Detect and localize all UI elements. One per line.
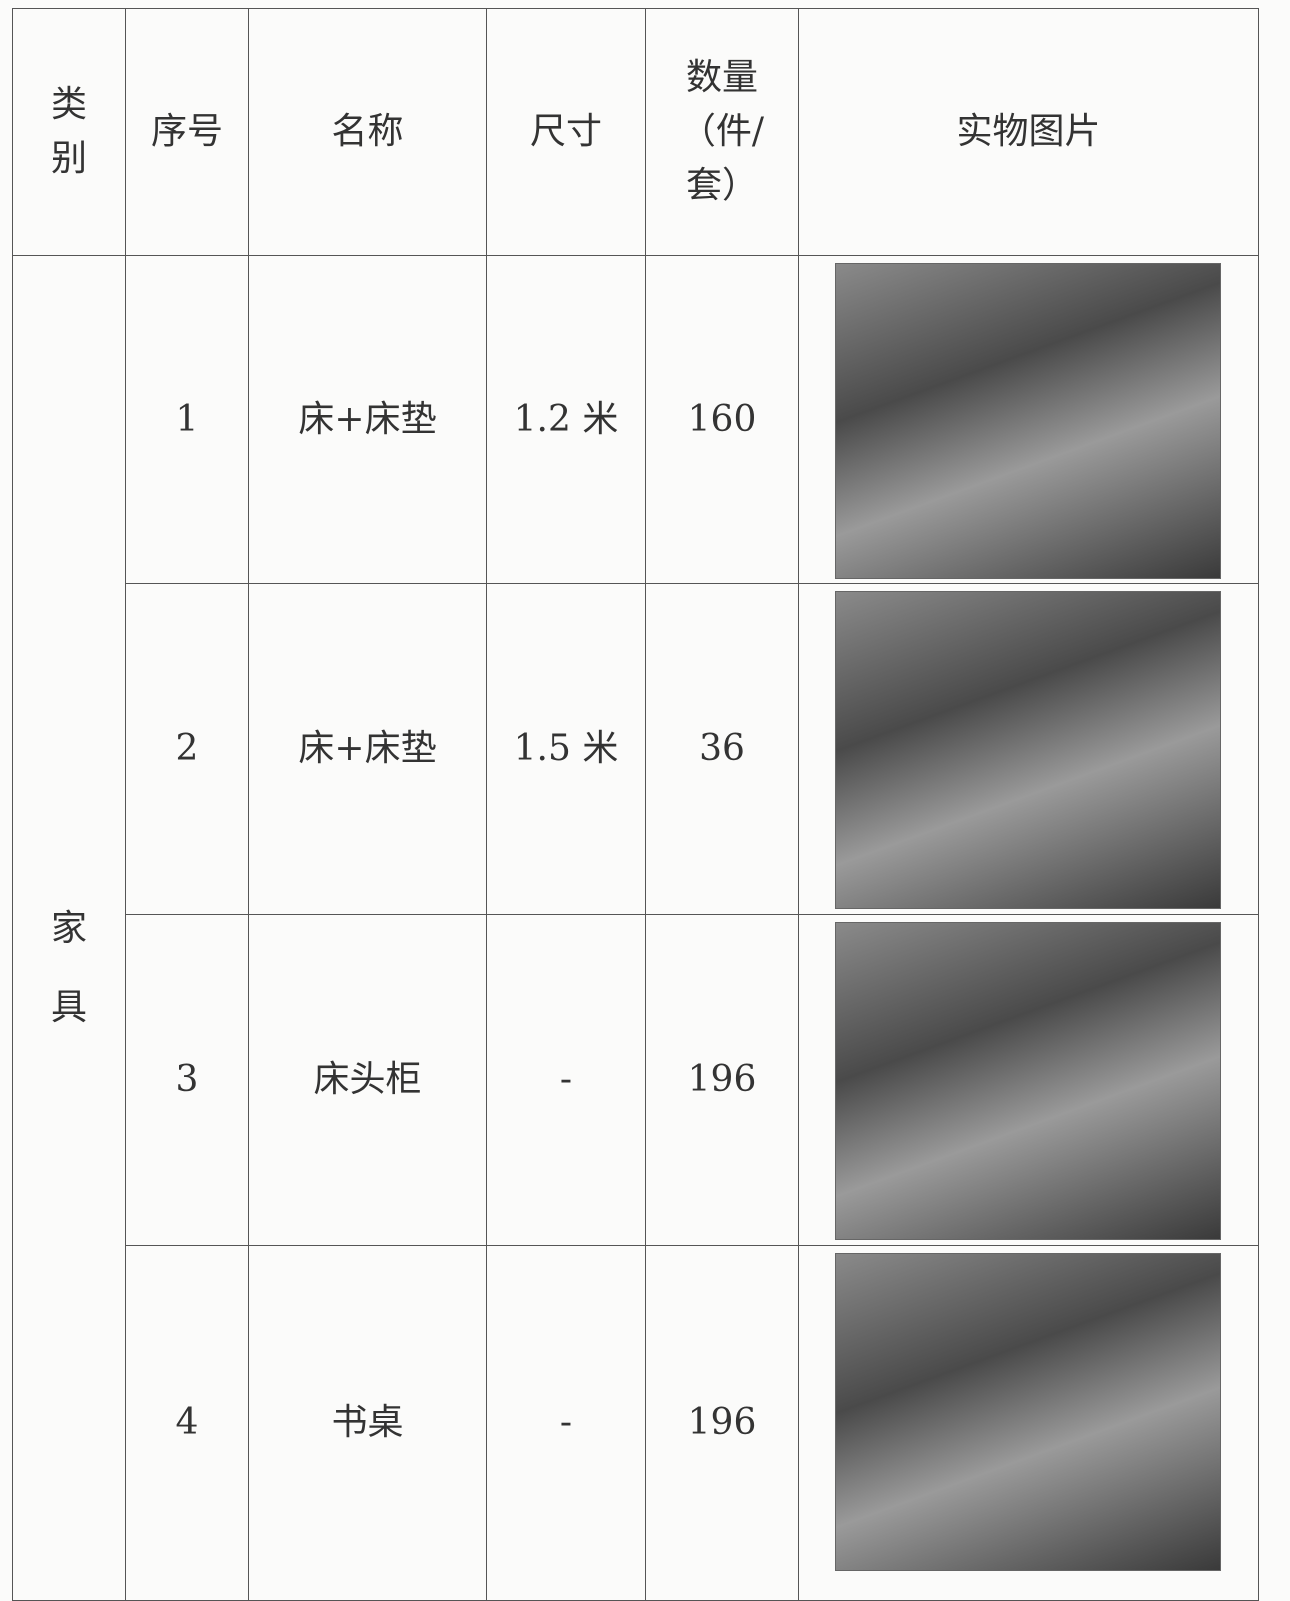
body-cell: - xyxy=(486,1245,646,1601)
body-cell: 床头柜 xyxy=(248,914,487,1246)
body-cell: 160 xyxy=(645,255,799,584)
photo xyxy=(835,922,1221,1240)
cell-text: 160 xyxy=(687,398,757,440)
body-cell: 2 xyxy=(125,583,249,915)
header-cell: 尺寸 xyxy=(486,8,646,256)
cell-text: - xyxy=(559,1402,573,1443)
body-cell: 书桌 xyxy=(248,1245,487,1601)
cell-text: 1 xyxy=(175,398,199,440)
cell-text: 类别 xyxy=(50,84,87,179)
cell-text: 1.2 米 xyxy=(513,398,619,440)
body-cell: 4 xyxy=(125,1245,249,1601)
photo xyxy=(835,263,1221,579)
body-cell: 1.2 米 xyxy=(486,255,646,584)
photo-cell xyxy=(798,255,1259,584)
cell-text: 数量（件/套） xyxy=(679,57,765,206)
cell-text: 1.5 米 xyxy=(513,728,619,769)
body-cell: 1.5 米 xyxy=(486,583,646,915)
body-cell: 3 xyxy=(125,914,249,1246)
cell-text: 2 xyxy=(175,728,199,769)
body-cell: 床+床垫 xyxy=(248,583,487,915)
header-cell: 序号 xyxy=(125,8,249,256)
cell-text: 3 xyxy=(175,1059,199,1100)
photo xyxy=(835,1253,1221,1571)
photo-cell xyxy=(798,914,1259,1246)
body-cell: 床+床垫 xyxy=(248,255,487,584)
body-cell: 196 xyxy=(645,1245,799,1601)
cell-text: 床+床垫 xyxy=(298,728,437,769)
cell-text: 名称 xyxy=(331,111,404,152)
photo xyxy=(835,591,1221,909)
category-cell: 家具 xyxy=(12,255,126,1601)
cell-text: 尺寸 xyxy=(529,111,602,152)
header-cell: 实物图片 xyxy=(798,8,1259,256)
cell-text: 序号 xyxy=(150,111,223,152)
header-cell: 名称 xyxy=(248,8,487,256)
cell-text: 196 xyxy=(687,1059,757,1100)
cell-text: 床头柜 xyxy=(313,1059,422,1100)
cell-text: - xyxy=(559,1059,573,1100)
photo-cell xyxy=(798,1245,1259,1601)
cell-text: 床+床垫 xyxy=(298,398,437,440)
body-cell: - xyxy=(486,914,646,1246)
cell-text: 书桌 xyxy=(331,1402,404,1443)
photo-cell xyxy=(798,583,1259,915)
body-cell: 1 xyxy=(125,255,249,584)
cell-text: 196 xyxy=(687,1402,757,1443)
cell-text: 36 xyxy=(699,728,745,769)
cell-text: 实物图片 xyxy=(956,111,1101,152)
cell-text: 家具 xyxy=(50,907,87,1028)
cell-text: 4 xyxy=(175,1402,199,1443)
body-cell: 36 xyxy=(645,583,799,915)
header-cell: 数量（件/套） xyxy=(645,8,799,256)
body-cell: 196 xyxy=(645,914,799,1246)
header-cell: 类别 xyxy=(12,8,126,256)
